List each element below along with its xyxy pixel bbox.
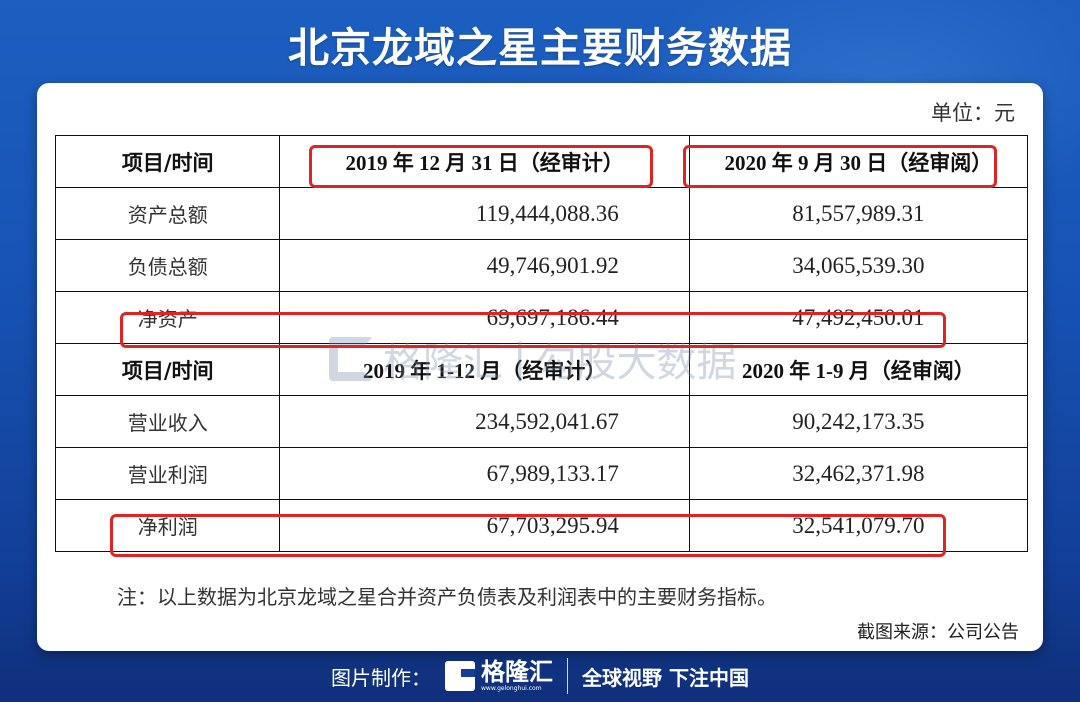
header-2019-year-end: 2019 年 12 月 31 日（经审计）	[279, 135, 690, 188]
value-2019: 67,989,133.17	[279, 447, 690, 500]
row-label: 净利润	[54, 499, 281, 552]
value-2020: 81,557,989.31	[688, 187, 1029, 240]
footnote: 注：以上数据为北京龙域之星合并资产负债表及利润表中的主要财务指标。	[117, 585, 777, 609]
table-row-highlighted: 净资产 69,697,186.44 47,492,450.01	[54, 291, 1029, 344]
value-2020: 32,541,079.70	[688, 499, 1029, 552]
row-label: 资产总额	[54, 187, 281, 240]
financial-table: 项目/时间 2019 年 12 月 31 日（经审计） 2020 年 9 月 3…	[54, 135, 1029, 552]
data-card: 单位：元 项目/时间 2019 年 12 月 31 日（经审计） 2020 年 …	[37, 83, 1043, 651]
table-header-row: 项目/时间 2019 年 1-12 月（经审计） 2020 年 1-9 月（经审…	[54, 343, 1029, 396]
table-row-highlighted: 净利润 67,703,295.94 32,541,079.70	[54, 499, 1029, 552]
value-2019: 69,697,186.44	[279, 291, 690, 344]
table-header-row: 项目/时间 2019 年 12 月 31 日（经审计） 2020 年 9 月 3…	[54, 135, 1029, 188]
row-label: 营业收入	[54, 395, 281, 448]
header-item-time: 项目/时间	[54, 135, 281, 188]
slogan: 全球视野 下注中国	[582, 665, 749, 690]
footer-divider	[567, 658, 569, 694]
table-row: 负债总额 49,746,901.92 34,065,539.30	[54, 239, 1029, 292]
value-2020: 47,492,450.01	[688, 291, 1029, 344]
logo-name: 格隆汇	[481, 658, 554, 686]
header-2020-q3-end: 2020 年 9 月 30 日（经审阅）	[688, 135, 1029, 188]
unit-label: 单位：元	[931, 101, 1015, 125]
value-2020: 34,065,539.30	[688, 239, 1029, 292]
table-row: 营业收入 234,592,041.67 90,242,173.35	[54, 395, 1029, 448]
table-row: 资产总额 119,444,088.36 81,557,989.31	[54, 187, 1029, 240]
value-2019: 67,703,295.94	[279, 499, 690, 552]
value-2019: 234,592,041.67	[279, 395, 690, 448]
header-2019-full-year: 2019 年 1-12 月（经审计）	[279, 343, 690, 396]
footer-bar: 图片制作： 格隆汇 www.gelonghui.com 全球视野 下注中国	[0, 655, 1080, 697]
value-2019: 49,746,901.92	[279, 239, 690, 292]
header-2020-jan-sep: 2020 年 1-9 月（经审阅）	[688, 343, 1029, 396]
row-label: 营业利润	[54, 447, 281, 500]
value-2020: 32,462,371.98	[688, 447, 1029, 500]
value-2020: 90,242,173.35	[688, 395, 1029, 448]
page-title: 北京龙域之星主要财务数据	[288, 24, 792, 72]
g-logo-icon	[445, 661, 476, 691]
header-item-time: 项目/时间	[54, 343, 281, 396]
table-row: 营业利润 67,989,133.17 32,462,371.98	[54, 447, 1029, 500]
row-label: 净资产	[54, 291, 281, 344]
row-label: 负债总额	[54, 239, 281, 292]
gelonghui-logo: 格隆汇 www.gelonghui.com	[445, 660, 553, 692]
made-by-label: 图片制作：	[331, 665, 432, 690]
logo-url: www.gelonghui.com	[481, 685, 542, 692]
value-2019: 119,444,088.36	[279, 187, 690, 240]
source-caption: 截图来源：公司公告	[857, 622, 1019, 643]
